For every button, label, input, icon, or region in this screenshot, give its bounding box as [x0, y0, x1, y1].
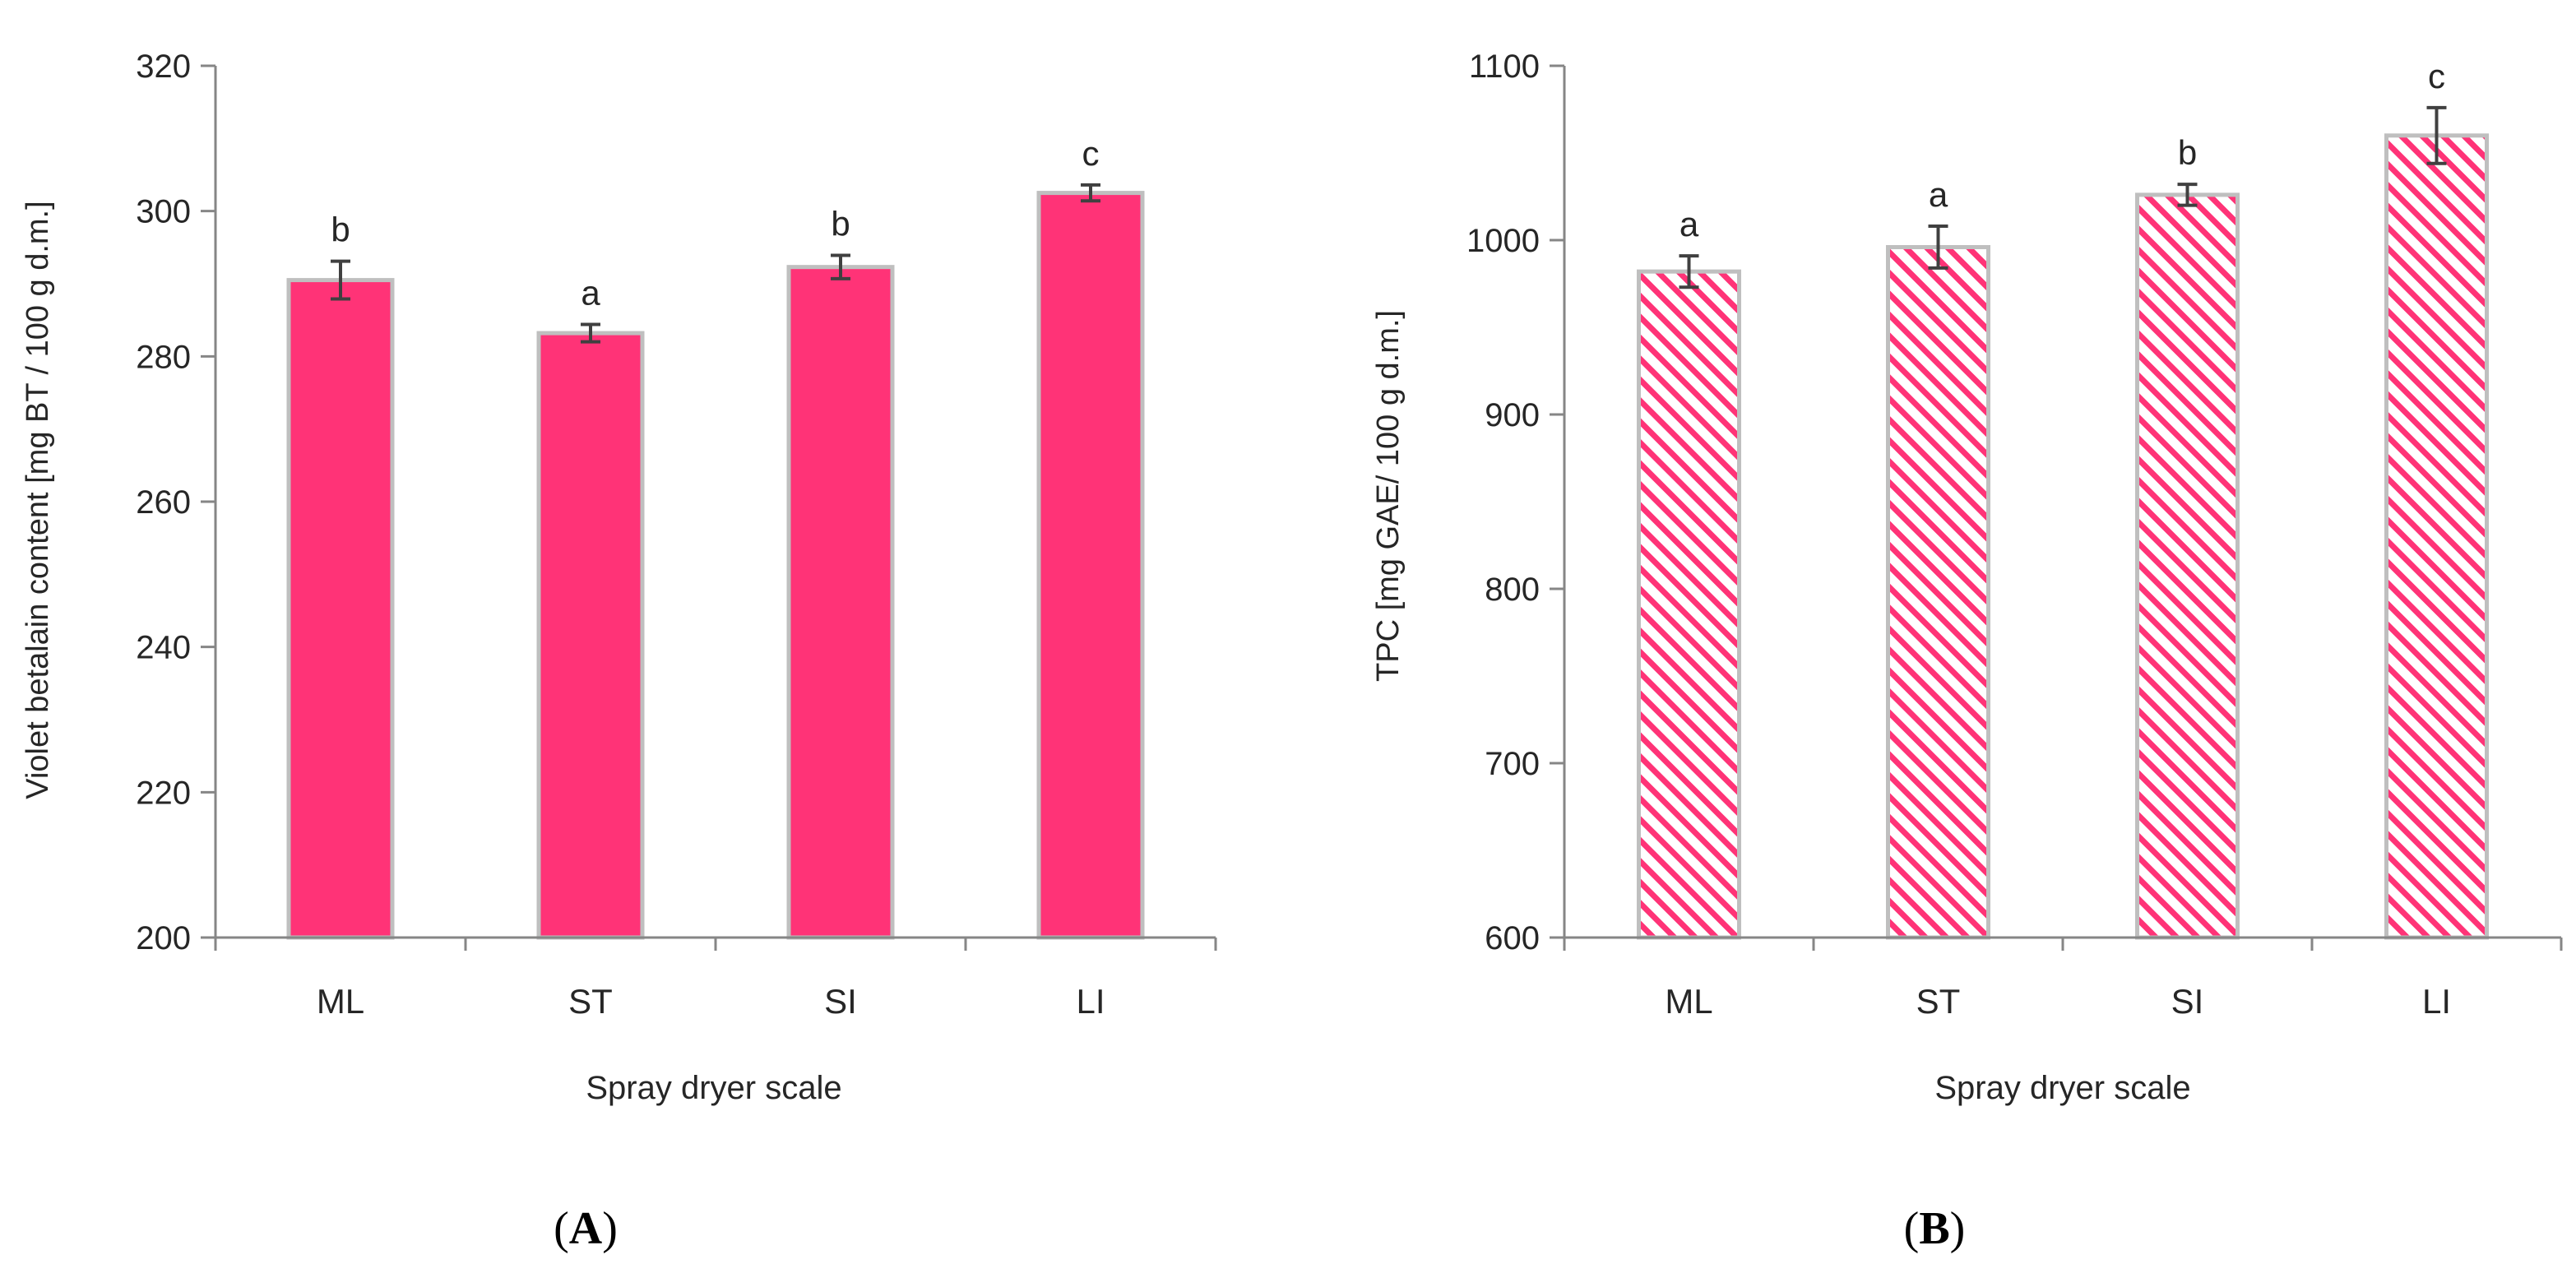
y-tick-label: 200: [136, 920, 191, 956]
y-tick-label: 280: [136, 339, 191, 375]
bar: [786, 265, 895, 940]
x-tick-label: ML: [1665, 982, 1712, 1021]
x-tick-label: SI: [824, 982, 857, 1021]
significance-letter: a: [1679, 205, 1699, 243]
y-tick-label: 300: [136, 194, 191, 230]
x-tick-label: SI: [2171, 982, 2204, 1021]
bar: [1637, 269, 1741, 940]
y-tick-label: 900: [1485, 397, 1540, 433]
significance-letter: b: [331, 211, 350, 249]
x-tick-label: LI: [1076, 982, 1105, 1021]
panel-b-chart: TPC [mg GAE/ 100 g d.m.] Spray dryer sca…: [1371, 49, 2563, 1254]
panel-label-b: (B): [1904, 1203, 1966, 1254]
y-tick-label: 260: [136, 484, 191, 521]
x-axis-title: Spray dryer scale: [1934, 1070, 2190, 1106]
y-tick-label: 800: [1485, 572, 1540, 608]
bar: [2135, 192, 2240, 940]
bar: [536, 331, 645, 940]
significance-letter: a: [581, 273, 600, 312]
significance-letter: b: [831, 205, 850, 243]
panel-label-a: (A): [554, 1203, 618, 1254]
bar: [1886, 244, 1990, 940]
significance-letter: a: [1929, 175, 1948, 214]
x-tick-label: ST: [1916, 982, 1961, 1021]
y-tick-label: 240: [136, 630, 191, 666]
y-tick-label: 1100: [1469, 49, 1540, 85]
significance-letter: c: [1082, 134, 1100, 173]
bar: [2384, 133, 2489, 940]
bar: [286, 278, 395, 940]
panel-a-chart: Violet betalain content [mg BT / 100 g d…: [21, 49, 1217, 1254]
y-tick-label: 220: [136, 775, 191, 811]
y-axis-title: Violet betalain content [mg BT / 100 g d…: [21, 201, 55, 799]
x-tick-label: LI: [2422, 982, 2451, 1021]
significance-letter: c: [2428, 57, 2445, 95]
x-tick-label: ML: [317, 982, 364, 1021]
y-tick-label: 700: [1485, 746, 1540, 782]
significance-letter: b: [2178, 133, 2197, 172]
y-tick-label: 600: [1485, 920, 1540, 956]
y-axis-title: TPC [mg GAE/ 100 g d.m.]: [1371, 310, 1406, 682]
y-tick-label: 1000: [1466, 223, 1540, 259]
y-tick-label: 320: [136, 49, 191, 85]
bar: [1036, 191, 1145, 940]
x-axis-title: Spray dryer scale: [586, 1070, 841, 1106]
x-tick-label: ST: [568, 982, 613, 1021]
